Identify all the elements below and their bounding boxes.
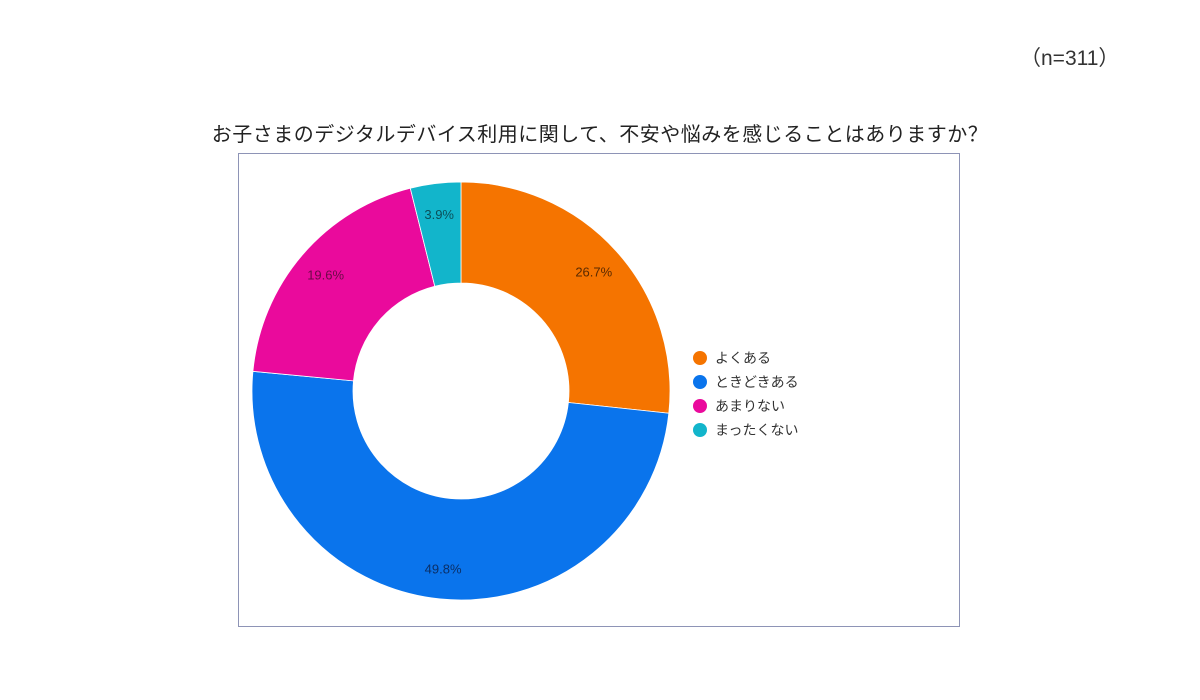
donut-slice-0[interactable] <box>460 181 671 414</box>
donut-slice-3[interactable] <box>409 181 462 287</box>
slice-value-label: 26.7% <box>575 265 612 280</box>
legend-item-tokidokiaru[interactable]: ときどきある <box>693 370 799 394</box>
donut-slice-2[interactable] <box>252 187 436 382</box>
chart-legend: よくある ときどきある あまりない まったくない <box>693 346 799 442</box>
legend-item-amarinai[interactable]: あまりない <box>693 394 799 418</box>
legend-label: あまりない <box>715 399 785 415</box>
legend-swatch-icon <box>693 423 707 437</box>
legend-swatch-icon <box>693 375 707 389</box>
chart-frame <box>238 153 960 627</box>
legend-item-yokuaru[interactable]: よくある <box>693 346 799 370</box>
chart-title: お子さまのデジタルデバイス利用に関して、不安や悩みを感じることはありますか？ <box>211 122 989 146</box>
donut-slice-1[interactable] <box>251 370 670 601</box>
sample-size-note: （n=311） <box>1020 47 1120 70</box>
legend-swatch-icon <box>693 351 707 365</box>
legend-swatch-icon <box>693 399 707 413</box>
slice-value-label: 19.6% <box>307 268 344 283</box>
slice-value-label: 49.8% <box>425 562 462 577</box>
slice-value-label: 3.9% <box>424 207 454 222</box>
legend-label: まったくない <box>715 423 799 439</box>
legend-item-mattakunai[interactable]: まったくない <box>693 418 799 442</box>
legend-label: ときどきある <box>715 375 799 391</box>
legend-label: よくある <box>715 351 771 367</box>
